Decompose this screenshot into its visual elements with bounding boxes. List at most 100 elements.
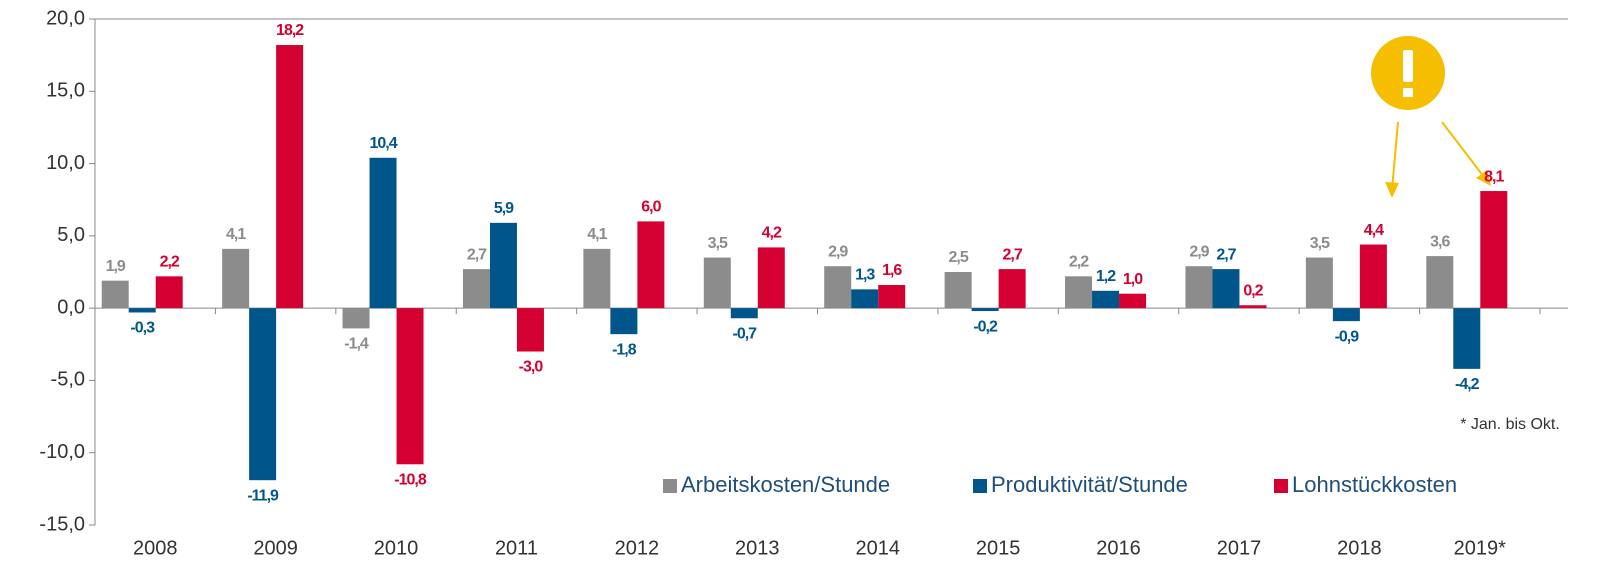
value-label: 2,7 bbox=[467, 246, 487, 263]
value-label: 2,9 bbox=[1189, 243, 1209, 260]
bar bbox=[971, 308, 999, 312]
value-label: -3,0 bbox=[519, 359, 544, 376]
y-tick-label: 10,0 bbox=[46, 152, 85, 174]
value-label: -0,3 bbox=[130, 320, 155, 337]
bar bbox=[824, 266, 852, 309]
bar bbox=[1426, 256, 1454, 309]
value-label: -0,2 bbox=[973, 318, 998, 335]
bar bbox=[1119, 293, 1147, 309]
x-tick-label: 2015 bbox=[976, 537, 1021, 559]
bar bbox=[1185, 266, 1213, 309]
value-label: 10,4 bbox=[369, 135, 397, 152]
bar bbox=[1239, 305, 1267, 309]
value-label: 0,2 bbox=[1243, 282, 1263, 299]
value-label: -1,8 bbox=[612, 341, 637, 358]
bar bbox=[1065, 276, 1093, 309]
bar bbox=[1453, 308, 1481, 369]
bar bbox=[730, 308, 758, 319]
x-tick-label: 2013 bbox=[735, 537, 780, 559]
bar bbox=[396, 308, 424, 465]
y-tick-label: -10,0 bbox=[39, 441, 85, 463]
bar bbox=[1332, 308, 1360, 322]
value-label: 2,2 bbox=[160, 254, 180, 271]
legend-swatch bbox=[663, 479, 677, 493]
x-tick-label: 2010 bbox=[374, 537, 419, 559]
bar bbox=[1305, 257, 1333, 309]
value-label: 4,2 bbox=[762, 225, 782, 242]
value-label: 2,7 bbox=[1003, 246, 1023, 263]
x-tick-label: 2011 bbox=[495, 537, 538, 559]
legend-label: Lohnstückkosten bbox=[1292, 472, 1457, 497]
x-tick-label: 2016 bbox=[1096, 537, 1141, 559]
bar bbox=[851, 289, 879, 309]
bar bbox=[998, 269, 1026, 309]
value-label: 4,1 bbox=[587, 226, 607, 243]
x-tick-label: 2008 bbox=[133, 537, 178, 559]
legend-label: Arbeitskosten/Stunde bbox=[681, 472, 890, 497]
value-label: 2,7 bbox=[1216, 246, 1236, 263]
y-tick-label: -5,0 bbox=[51, 369, 85, 391]
bar bbox=[276, 45, 304, 309]
value-label: -0,9 bbox=[1335, 328, 1360, 345]
value-label: 6,0 bbox=[641, 199, 661, 216]
bar bbox=[369, 157, 397, 309]
value-label: 18,2 bbox=[276, 22, 304, 39]
value-label: 3,5 bbox=[1310, 235, 1330, 252]
bar bbox=[583, 248, 611, 309]
bar bbox=[128, 308, 156, 313]
value-label: -1,4 bbox=[344, 336, 369, 353]
legend-label: Produktivität/Stunde bbox=[991, 472, 1188, 497]
bar bbox=[516, 308, 544, 352]
bar bbox=[878, 285, 906, 309]
value-label: -11,9 bbox=[247, 487, 279, 504]
value-label: 3,6 bbox=[1430, 233, 1450, 250]
x-tick-label: 2014 bbox=[855, 537, 900, 559]
y-tick-label: 15,0 bbox=[46, 80, 85, 102]
y-tick-label: -15,0 bbox=[39, 513, 85, 535]
bar bbox=[610, 308, 638, 335]
value-label: -10,8 bbox=[394, 471, 427, 488]
x-tick-label: 2017 bbox=[1217, 537, 1262, 559]
bar bbox=[1092, 290, 1120, 309]
value-label: 1,9 bbox=[106, 258, 126, 275]
bar bbox=[944, 272, 972, 309]
y-tick-label: 20,0 bbox=[46, 7, 85, 29]
value-label: 2,2 bbox=[1069, 254, 1089, 271]
legend-swatch bbox=[1274, 479, 1288, 493]
bar bbox=[249, 308, 277, 481]
bar bbox=[1359, 244, 1387, 309]
x-tick-label: 2018 bbox=[1337, 537, 1382, 559]
value-label: 8,1 bbox=[1484, 168, 1504, 185]
x-tick-label: 2012 bbox=[615, 537, 660, 559]
bar bbox=[462, 269, 490, 309]
legend-swatch bbox=[973, 479, 987, 493]
value-label: 4,1 bbox=[226, 226, 246, 243]
y-tick-label: 5,0 bbox=[57, 224, 85, 246]
value-label: 3,5 bbox=[708, 235, 728, 252]
bar bbox=[637, 221, 665, 309]
x-tick-label: 2019* bbox=[1454, 537, 1506, 559]
value-label: 1,3 bbox=[855, 267, 875, 284]
x-tick-label: 2009 bbox=[253, 537, 298, 559]
bar bbox=[342, 308, 370, 329]
value-label: 1,0 bbox=[1123, 271, 1143, 288]
footnote: * Jan. bis Okt. bbox=[1460, 416, 1560, 433]
value-label: 1,6 bbox=[882, 262, 902, 279]
bar bbox=[222, 248, 250, 309]
value-label: 5,9 bbox=[494, 200, 514, 217]
value-label: 2,5 bbox=[949, 249, 969, 266]
warning-icon bbox=[1371, 36, 1491, 198]
bar bbox=[489, 222, 517, 309]
value-label: -4,2 bbox=[1455, 376, 1480, 393]
value-label: 4,4 bbox=[1364, 222, 1384, 239]
value-label: -0,7 bbox=[733, 325, 758, 342]
bar bbox=[1212, 269, 1240, 309]
bar bbox=[155, 276, 183, 309]
value-label: 2,9 bbox=[828, 243, 848, 260]
bar bbox=[101, 280, 129, 309]
bar bbox=[1480, 191, 1508, 309]
y-tick-label: 0,0 bbox=[57, 296, 85, 318]
value-label: 1,2 bbox=[1096, 268, 1116, 285]
